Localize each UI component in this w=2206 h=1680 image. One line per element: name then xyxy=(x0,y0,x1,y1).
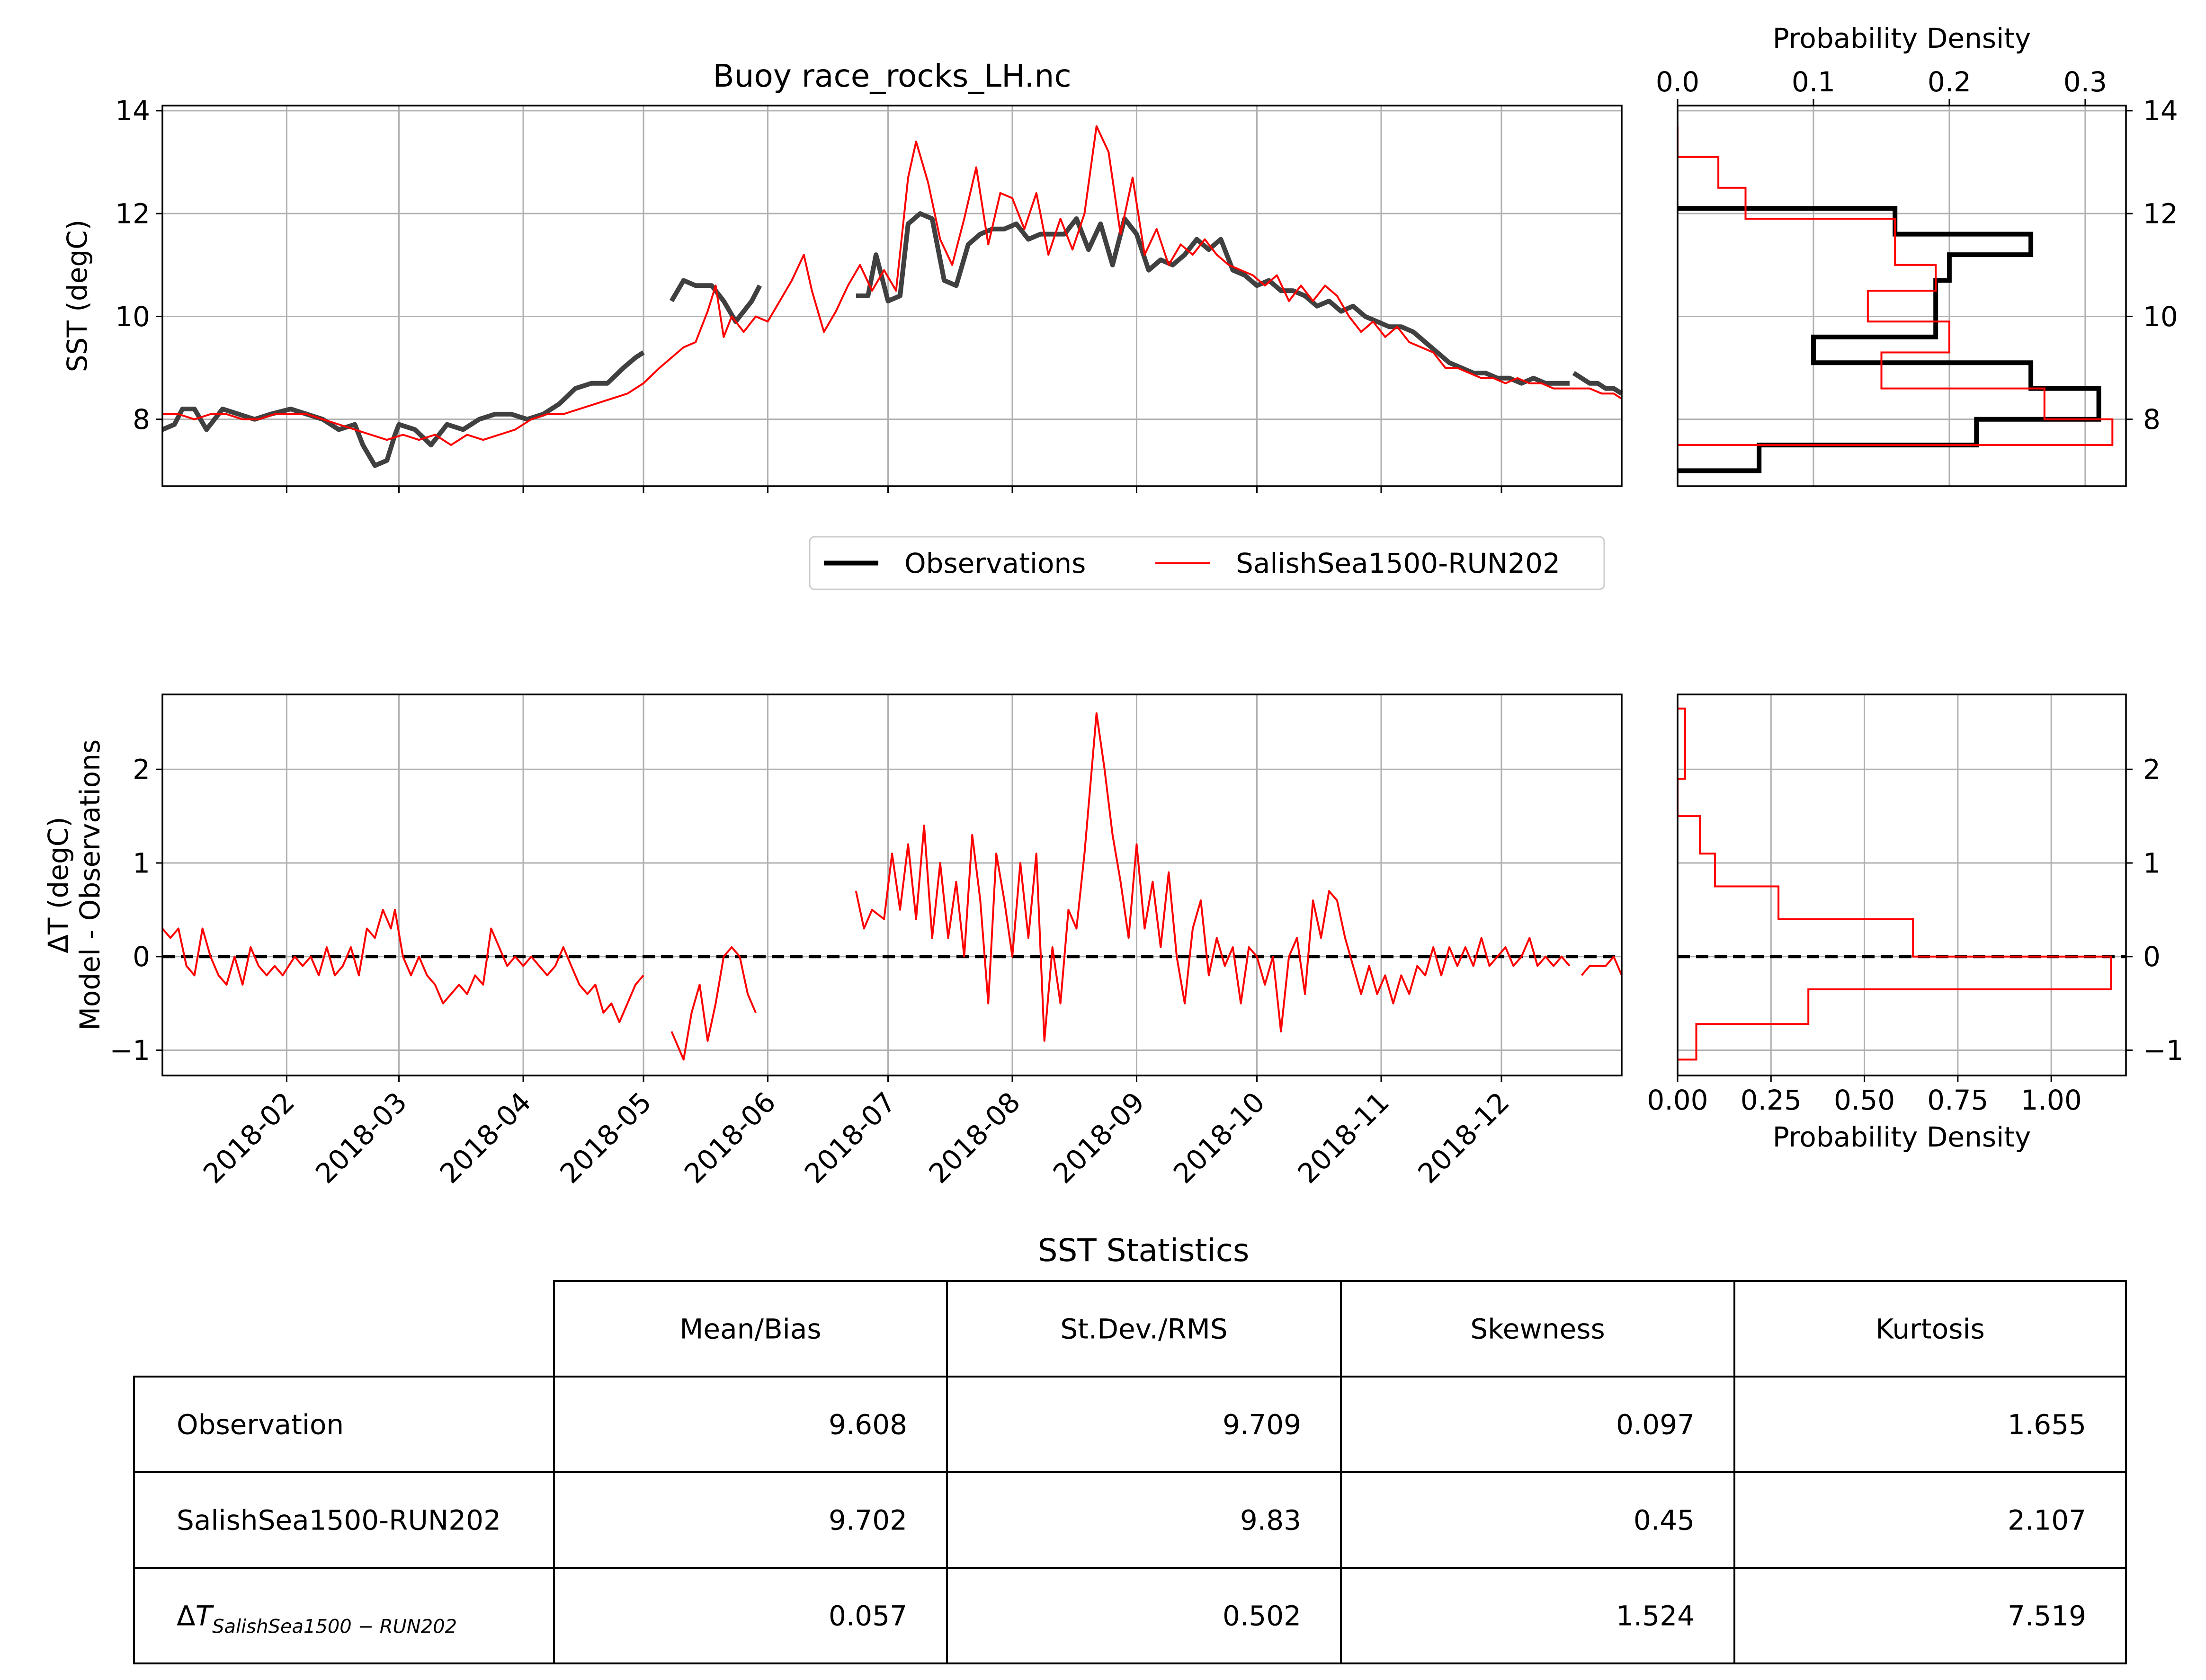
histogram-observations xyxy=(1678,206,2101,473)
y-tick-label: 8 xyxy=(133,403,150,436)
series-line--t xyxy=(161,908,644,1023)
legend: Observations SalishSea1500-RUN202 xyxy=(809,536,1605,590)
delta-histogram-panel: 0.00 0.25 0.50 0.75 1.00 −1 0 1 2 Probability Den… xyxy=(1647,693,2184,1153)
x-tick-label: 0.00 xyxy=(1647,1084,1708,1116)
y-tick-label: 0 xyxy=(133,941,150,973)
series-line--t xyxy=(670,946,757,1061)
legend-label: SalishSea1500-RUN202 xyxy=(1236,547,1560,579)
table-column-header: St.Dev./RMS xyxy=(1060,1313,1227,1345)
x-tick-label: 2018-10 xyxy=(1167,1086,1271,1190)
x-tick-label: 2018-11 xyxy=(1291,1086,1395,1190)
x-tick-label: 0.25 xyxy=(1741,1084,1802,1116)
x-axis-label: Probability Density xyxy=(1773,22,2031,54)
x-tick-label: 0.1 xyxy=(1792,66,1835,98)
sst-statistics-table: SST Statistics Mean/Bias St.Dev./RMS Skewne… xyxy=(133,1232,2127,1664)
x-tick-label: 2018-06 xyxy=(678,1086,782,1190)
plot-frame xyxy=(1677,693,2127,1076)
table-value: 1.655 xyxy=(2008,1408,2086,1440)
x-tick-label: 2018-12 xyxy=(1411,1086,1515,1190)
table-value: 0.057 xyxy=(829,1600,907,1632)
series-line-observations xyxy=(856,211,1570,386)
series-line-salishsea1500-run202 xyxy=(162,125,1623,446)
x-tick-label: 2018-03 xyxy=(309,1086,413,1190)
x-tick-label: 0.50 xyxy=(1834,1084,1895,1116)
chart-title: Buoy race_rocks_LH.nc xyxy=(713,58,1071,94)
y-axis-label: ΔT (degC) xyxy=(42,817,74,953)
plot-frame xyxy=(161,693,1623,1076)
x-tick-label: 2018-09 xyxy=(1047,1086,1151,1190)
x-tick-label: 0.0 xyxy=(1656,66,1699,98)
table-value: 9.83 xyxy=(1240,1504,1301,1536)
histogram-salishsea1500-run202 xyxy=(1677,126,2114,446)
table-column-header: Skewness xyxy=(1470,1313,1605,1345)
table-cell xyxy=(1733,1567,2127,1664)
sst-timeseries-panel: 8 10 12 14 Buoy race_rocks_LH.nc SST (degC) xyxy=(61,58,1623,493)
y-tick-label: 0 xyxy=(2143,941,2161,973)
x-tick-label: 2018-07 xyxy=(798,1086,902,1190)
table-value: 2.107 xyxy=(2008,1504,2086,1536)
table-column-header: Kurtosis xyxy=(1876,1313,1985,1345)
y-axis-label: SST (degC) xyxy=(61,220,93,373)
x-tick-label: 2018-02 xyxy=(197,1086,301,1190)
series-line--t xyxy=(855,712,1571,1042)
legend-label: Observations xyxy=(904,547,1086,579)
x-tick-label: 0.3 xyxy=(2063,66,2107,98)
table-value: 9.608 xyxy=(829,1408,907,1440)
y-tick-label: 12 xyxy=(115,197,150,230)
x-tick-label: 0.75 xyxy=(1927,1084,1988,1116)
x-tick-label: 2018-04 xyxy=(433,1086,537,1190)
x-tick-label: 2018-05 xyxy=(554,1086,657,1190)
series-line--t xyxy=(1581,955,1623,976)
y-tick-label: 14 xyxy=(115,95,150,127)
table-value: 0.45 xyxy=(1634,1504,1695,1536)
y-tick-label: 10 xyxy=(115,301,150,333)
y-axis-label-secondary: Model - Observations xyxy=(74,739,106,1031)
x-axis-label: Probability Density xyxy=(1773,1121,2031,1153)
sst-histogram-panel: 0.0 0.1 0.2 0.3 8 10 12 14 Probability Density xyxy=(1656,22,2178,487)
plot-frame xyxy=(1677,105,2127,487)
table-value: 1.524 xyxy=(1616,1600,1695,1632)
y-tick-label: 8 xyxy=(2143,403,2161,436)
y-tick-label: 1 xyxy=(2143,847,2161,879)
table-row-label: Observation xyxy=(177,1408,344,1440)
histogram--t xyxy=(1677,707,2112,1061)
y-tick-label: 12 xyxy=(2143,197,2178,230)
y-tick-label: 10 xyxy=(2143,301,2178,333)
table-title: SST Statistics xyxy=(1038,1232,1250,1269)
table-value: 0.502 xyxy=(1223,1600,1301,1632)
x-tick-label: 0.2 xyxy=(1928,66,1971,98)
y-tick-label: 14 xyxy=(2143,95,2178,127)
y-tick-label: −1 xyxy=(110,1034,151,1067)
y-tick-label: 2 xyxy=(2143,754,2161,786)
plot-frame xyxy=(161,105,1623,487)
y-tick-label: −1 xyxy=(2143,1034,2184,1067)
x-tick-label: 2018-08 xyxy=(922,1086,1026,1190)
delta-timeseries-panel: −1 0 1 2 ΔT (degC) Model - Observations 2018-0… xyxy=(42,693,1623,1190)
table-row-label: SalishSea1500-RUN202 xyxy=(177,1504,501,1536)
table-value: 0.097 xyxy=(1616,1408,1695,1440)
series-line-observations xyxy=(1572,371,1623,396)
x-tick-label: 1.00 xyxy=(2021,1084,2082,1116)
table-value: 7.519 xyxy=(2008,1600,2086,1632)
table-value: 9.702 xyxy=(829,1504,907,1536)
y-tick-label: 1 xyxy=(133,847,150,879)
series-line-observations xyxy=(161,350,645,468)
y-tick-label: 2 xyxy=(133,754,150,786)
table-column-header: Mean/Bias xyxy=(679,1313,821,1345)
table-row-label: ΔTSalishSea1500 − RUN202 xyxy=(177,1600,457,1637)
table-value: 9.709 xyxy=(1223,1408,1301,1440)
